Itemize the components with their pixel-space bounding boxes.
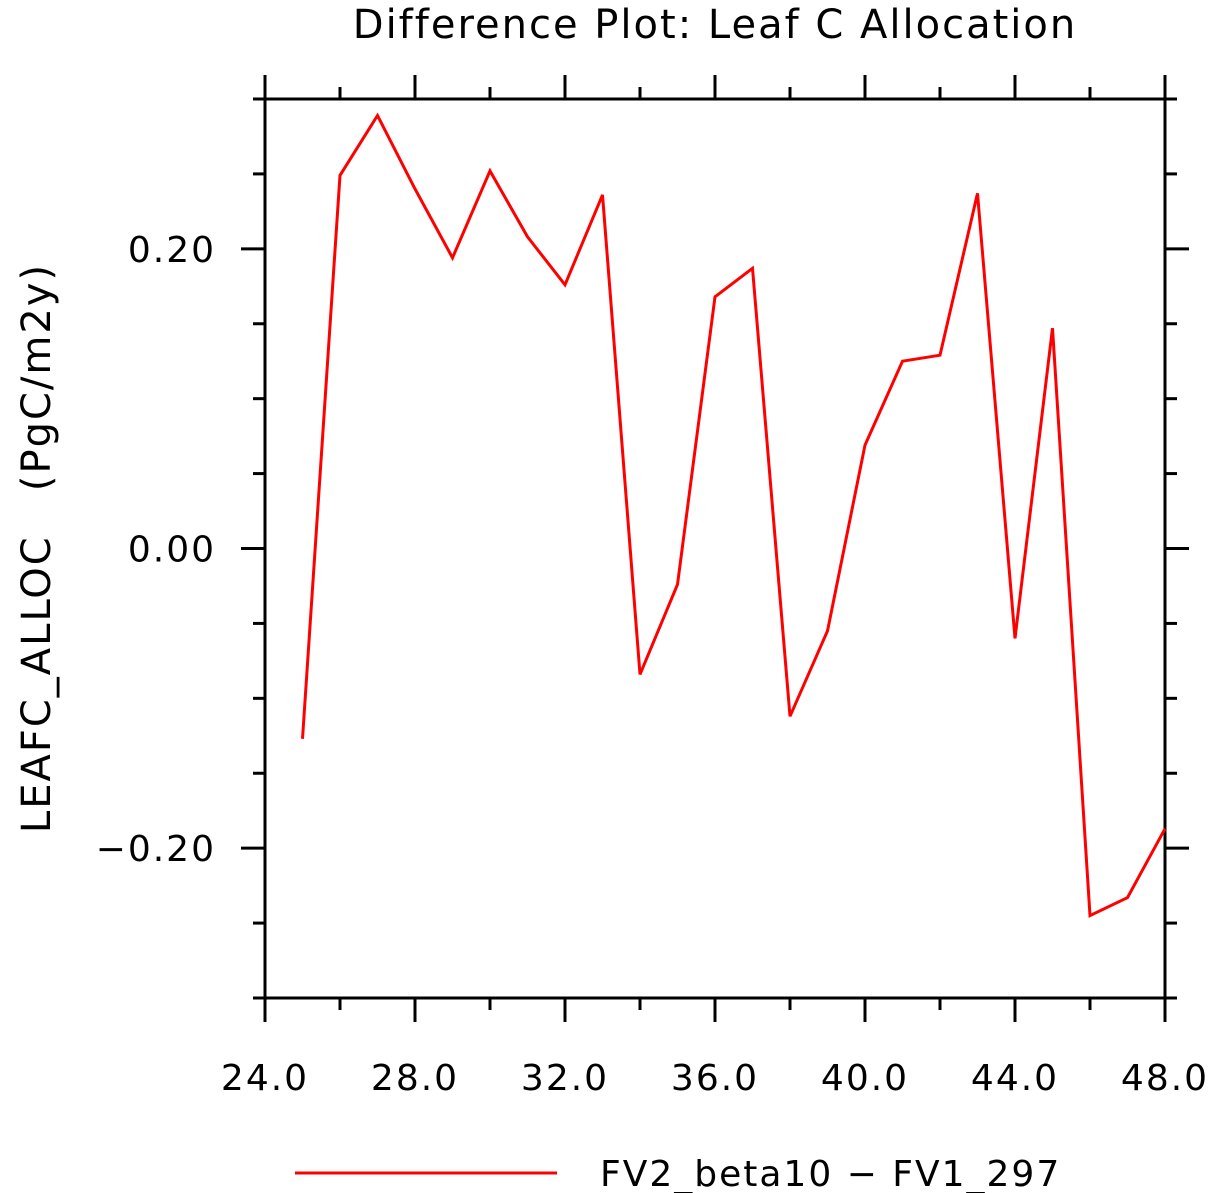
series-group: [301, 112, 1167, 918]
axis-ticks: [241, 75, 1189, 1022]
x-tick-label: 24.0: [221, 1058, 309, 1099]
legend-label: FV2_beta10 − FV1_297: [600, 1154, 1061, 1193]
chart-title: Difference Plot: Leaf C Allocation: [353, 2, 1077, 48]
x-tick-label: 40.0: [821, 1058, 909, 1099]
y-axis-tick-labels: 0.20 0.00 −0.20: [96, 230, 216, 870]
y-tick-label: 0.20: [128, 230, 216, 271]
y-tick-label: −0.20: [96, 829, 216, 870]
y-axis-label: LEAFC_ALLOC (PgC/m2y): [14, 263, 60, 833]
x-tick-label: 36.0: [671, 1058, 759, 1099]
x-tick-label: 28.0: [371, 1058, 459, 1099]
x-tick-label: 32.0: [521, 1058, 609, 1099]
legend: FV2_beta10 − FV1_297: [295, 1154, 1061, 1193]
x-axis-tick-labels: 24.0 28.0 32.0 36.0 40.0 44.0 48.0: [221, 1058, 1209, 1099]
plot-frame: [263, 97, 1167, 1000]
y-tick-label: 0.00: [128, 530, 216, 571]
x-tick-label: 44.0: [971, 1058, 1059, 1099]
x-tick-label: 48.0: [1121, 1058, 1209, 1099]
series-line: [301, 112, 1167, 918]
